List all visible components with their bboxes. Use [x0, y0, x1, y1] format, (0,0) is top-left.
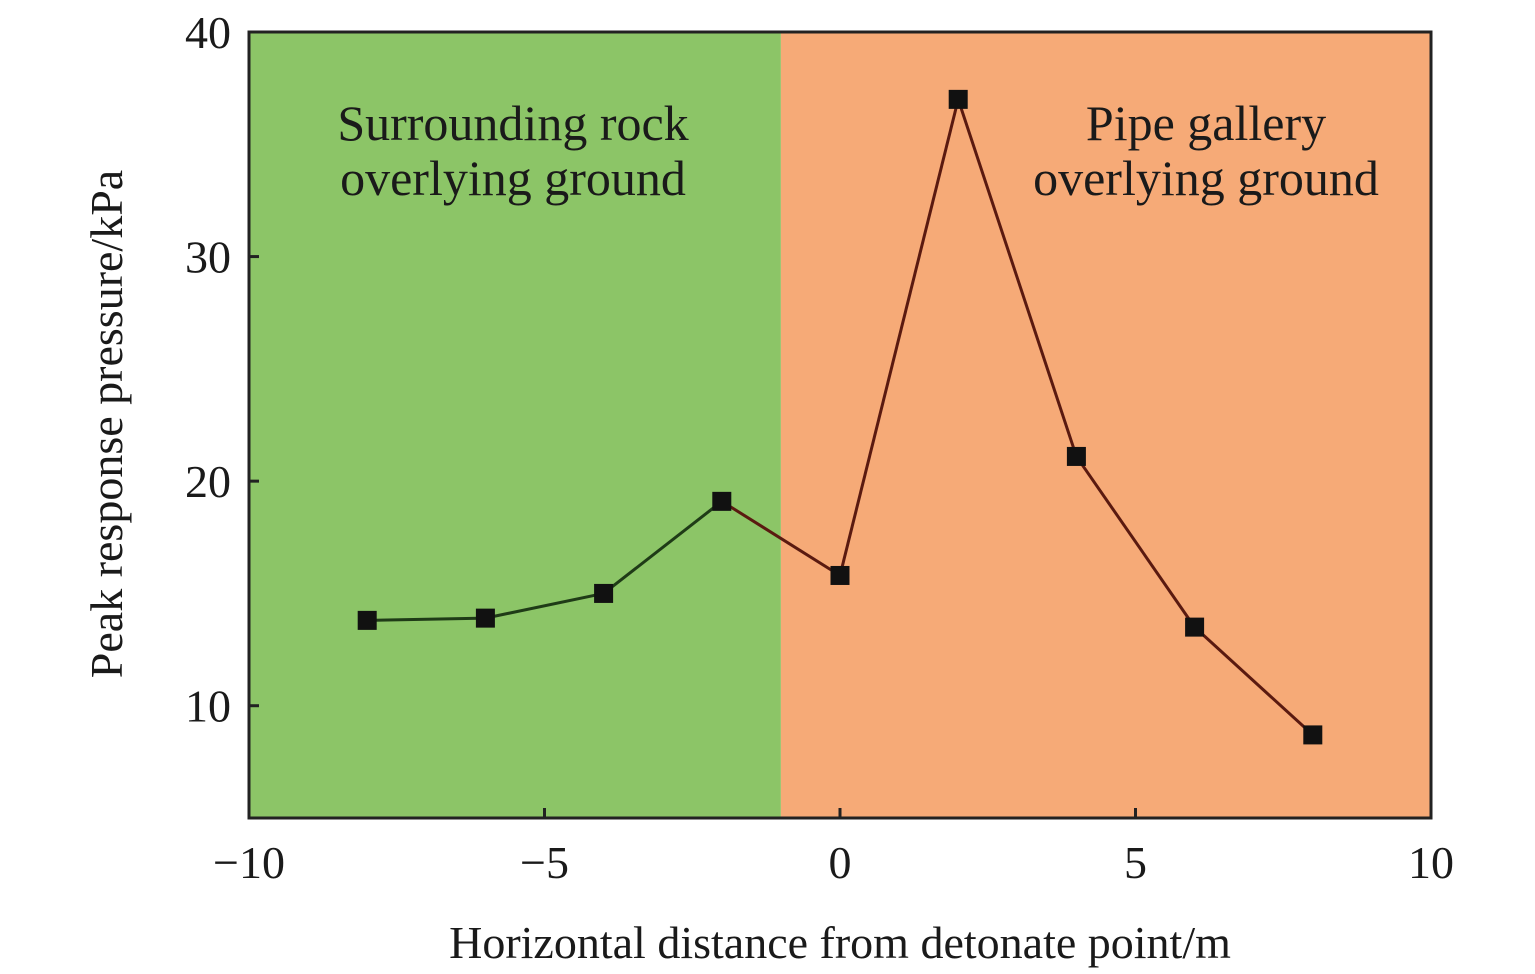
region-1-label-line-1: overlying ground [1033, 150, 1379, 206]
series-0-point-4 [830, 565, 850, 585]
series-0-segment-7 [1193, 626, 1314, 737]
series-0-segment-0 [367, 616, 486, 622]
series-0-point-7 [1185, 617, 1205, 637]
series-0-segment-1 [485, 591, 604, 620]
series-0-point-3 [712, 491, 732, 511]
region-1 [780, 32, 1431, 818]
series-0-point-1 [475, 608, 495, 628]
x-tick-label-2: 0 [829, 837, 852, 888]
y-tick-label-1: 20 [185, 456, 231, 507]
series-0-segment-4 [838, 99, 960, 576]
series-0-point-0 [357, 610, 377, 630]
series-0-segment-2 [602, 500, 723, 595]
y-tick-label-0: 10 [185, 681, 231, 732]
region-0-label-line-0: Surrounding rock [337, 95, 688, 151]
x-ticks-layer: −10 −5 0 5 10 [213, 808, 1454, 888]
series-0-segment-6 [1075, 455, 1196, 628]
series-0-segment-3 [721, 500, 841, 577]
region-0 [249, 32, 781, 818]
series-0-point-5 [948, 89, 968, 109]
y-axis-label: Peak response pressure/kPa [81, 170, 132, 678]
x-tick-label-0: −10 [213, 837, 285, 888]
x-axis-label: Horizontal distance from detonate point/… [449, 917, 1231, 968]
region-0-label-line-1: overlying ground [340, 150, 686, 206]
series-line-layer [367, 98, 1314, 737]
regions-layer [249, 32, 1431, 818]
region-1-label-line-0: Pipe gallery [1086, 95, 1326, 151]
x-tick-label-1: −5 [520, 837, 569, 888]
series-0-segment-5 [956, 98, 1078, 457]
markers-layer [357, 89, 1323, 745]
series-0-point-2 [594, 583, 614, 603]
series-0-point-8 [1303, 725, 1323, 745]
y-ticks-layer: 10 20 30 40 [185, 7, 259, 732]
y-tick-label-3: 40 [185, 7, 231, 58]
x-tick-label-3: 5 [1124, 837, 1147, 888]
x-tick-label-4: 10 [1408, 837, 1454, 888]
y-tick-label-2: 30 [185, 232, 231, 283]
series-0-point-6 [1066, 446, 1086, 466]
